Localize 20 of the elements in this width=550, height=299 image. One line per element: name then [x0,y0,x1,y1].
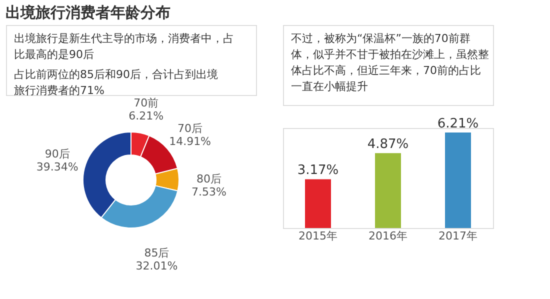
slice-label: 70后 [178,122,203,136]
data-label: 3.17% [297,163,339,178]
text: 不过，被称为“保温杯”一族的70前群体，似乎并不甘于被拍在沙滩上，虽然整体占比不高，但近三年来，70前的占比一直在小幅提升 [291,32,489,93]
slice-label: 90后 [44,147,70,160]
data-label: 7.53% [192,185,226,198]
data-label: 6.21% [437,116,479,132]
text: 占比前两位的85后和90后，合计占到出境旅行消费者的71% [14,68,218,97]
chart-title: 出境旅行消费者年龄分布 [6,4,170,22]
slice-label: 80后 [196,172,222,186]
data-label: 32.01% [136,260,178,273]
data-label: 4.87% [367,137,409,152]
text: 出境旅行是新生代主导的市场，消费者中，占比最高的是90后 [14,32,234,61]
data-label: 6.21% [128,109,164,122]
x-tick-label: 2015年 [298,230,338,242]
x-tick-label: 2016年 [368,230,408,242]
data-label: 39.34% [36,160,78,174]
slice-label: 70前 [134,96,159,110]
slice-label: 85后 [144,246,170,260]
data-label: 14.91% [169,135,212,148]
x-tick-label: 2017年 [438,230,478,242]
